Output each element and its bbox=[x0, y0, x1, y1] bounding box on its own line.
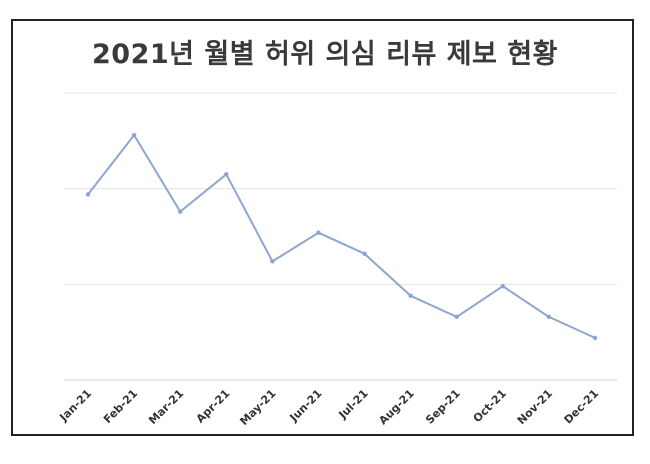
data-point-feb-21 bbox=[131, 132, 137, 138]
chart-title: 2021년 월별 허위 의심 리뷰 제보 현황 bbox=[92, 39, 558, 70]
x-tick-label: Apr-21 bbox=[194, 387, 233, 426]
x-tick-label: Sep-21 bbox=[423, 387, 463, 427]
x-tick-label: May-21 bbox=[237, 387, 278, 428]
x-tick-label: Jul-21 bbox=[336, 387, 371, 422]
x-tick-label: Dec-21 bbox=[562, 387, 602, 427]
data-point-jan-21 bbox=[85, 192, 91, 197]
gridlines bbox=[64, 92, 617, 285]
x-tick-label: Nov-21 bbox=[515, 387, 555, 427]
x-tick-label: Aug-21 bbox=[376, 387, 416, 427]
data-point-nov-21 bbox=[546, 314, 552, 320]
series-line bbox=[87, 134, 596, 339]
data-point-oct-21 bbox=[500, 284, 506, 289]
data-points bbox=[85, 132, 598, 341]
x-tick-label: Jun-21 bbox=[287, 387, 325, 425]
chart-frame bbox=[11, 19, 634, 436]
data-point-sep-21 bbox=[454, 314, 459, 320]
x-tick-label: Oct-21 bbox=[471, 387, 509, 425]
x-tick-label: Jan-21 bbox=[56, 387, 94, 425]
data-point-dec-21 bbox=[592, 335, 598, 341]
data-point-may-21 bbox=[270, 259, 275, 264]
x-tick-label: Feb-21 bbox=[101, 387, 140, 426]
x-tick-label: Mar-21 bbox=[146, 387, 186, 427]
data-point-mar-21 bbox=[177, 209, 183, 214]
data-point-apr-21 bbox=[224, 172, 229, 177]
data-point-aug-21 bbox=[408, 293, 413, 299]
x-tick-labels: Jan-21 Feb-21 Mar-21 Apr-21 May-21 Jun-21 Jul-… bbox=[56, 387, 601, 428]
data-point-jun-21 bbox=[316, 230, 321, 235]
data-point-jul-21 bbox=[362, 251, 367, 256]
